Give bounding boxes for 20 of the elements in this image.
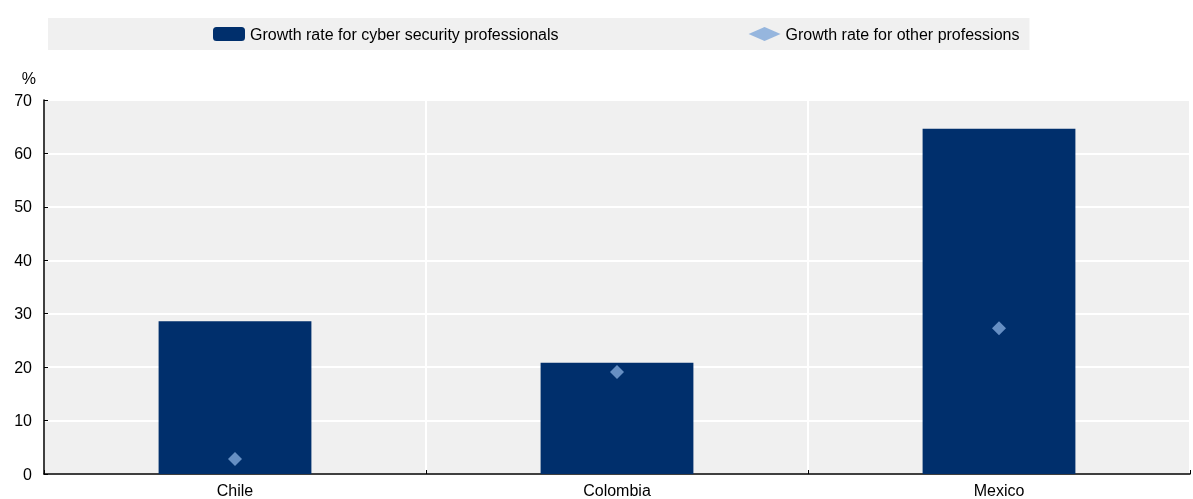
y-tick-label: 0 (23, 465, 33, 483)
x-tick-label: Colombia (583, 481, 651, 499)
y-tick-label: 50 (14, 198, 33, 216)
y-axis-title: % (21, 69, 36, 87)
point (610, 364, 624, 379)
bar (158, 321, 312, 474)
y-tick-label: 30 (14, 305, 33, 323)
point (228, 452, 242, 467)
bar (922, 128, 1076, 474)
bar (540, 362, 694, 474)
y-tick-label: 20 (14, 358, 33, 376)
legend-label: Growth rate for other professions (785, 25, 1020, 43)
y-tick-label: 10 (14, 412, 33, 430)
x-tick-label: Chile (216, 481, 254, 499)
y-tick-label: 40 (14, 251, 33, 269)
legend-label: Growth rate for cyber security professionals (250, 25, 559, 43)
y-tick-label: 60 (14, 144, 33, 162)
point (992, 321, 1006, 336)
y-tick-label: 70 (14, 91, 33, 109)
x-tick-label: Mexico (973, 481, 1025, 499)
